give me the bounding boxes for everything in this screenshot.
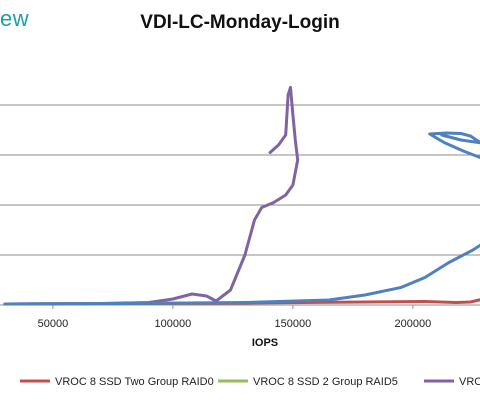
series-line-4 xyxy=(3,131,480,306)
x-tick-label: 150000 xyxy=(275,318,312,330)
x-tick-label: 100000 xyxy=(155,318,192,330)
x-tick-label: 50000 xyxy=(38,318,69,330)
x-tick-label: 200000 xyxy=(395,318,432,330)
legend-label-2: VROC 8 SSD 2 Group RAID5 xyxy=(253,376,398,388)
chart-title: VDI-LC-Monday-Login xyxy=(140,12,340,33)
series-line-3 xyxy=(3,86,300,306)
legend-label-3: VROC 8 SSD xyxy=(459,376,480,388)
brand-logo-text: ew xyxy=(0,6,30,31)
x-axis-label: IOPS xyxy=(251,337,279,349)
legend-label-1: VROC 8 SSD Two Group RAID0 xyxy=(55,376,214,388)
